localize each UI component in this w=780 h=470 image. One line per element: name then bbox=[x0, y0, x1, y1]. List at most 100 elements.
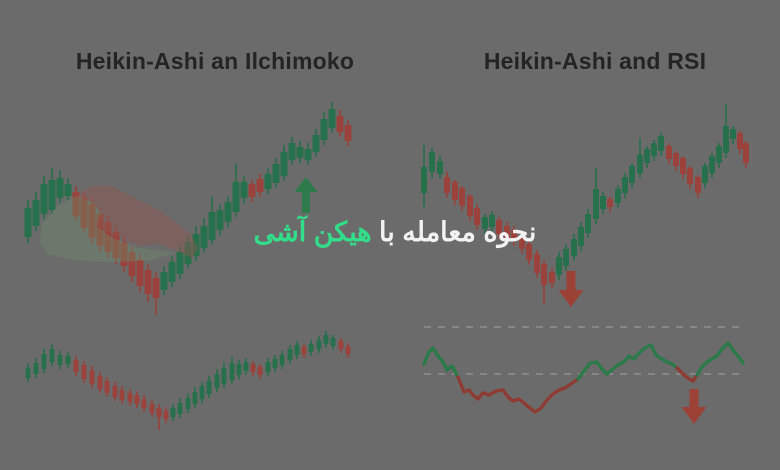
candle-down bbox=[496, 220, 502, 234]
candle-up bbox=[280, 152, 288, 176]
candle-up bbox=[323, 335, 329, 344]
candle-down bbox=[541, 264, 547, 285]
candle-up bbox=[206, 381, 212, 394]
rsi-line-up bbox=[576, 343, 679, 381]
candle-up bbox=[571, 239, 577, 256]
candle-up bbox=[622, 177, 628, 193]
plain-candlestick-strip-left bbox=[25, 331, 351, 430]
candle-up bbox=[49, 349, 55, 362]
sell-signal-arrow-icon bbox=[558, 271, 584, 307]
candle-up bbox=[651, 143, 657, 156]
caption: نحوه معامله با هیکن آشی bbox=[228, 216, 562, 250]
candle-down bbox=[104, 222, 112, 252]
candle-down bbox=[344, 125, 352, 141]
candle-up bbox=[265, 362, 271, 372]
candle-up bbox=[65, 356, 71, 364]
candle-down bbox=[504, 226, 510, 238]
candle-up bbox=[64, 184, 72, 196]
candle-up bbox=[304, 149, 312, 160]
candle-up bbox=[40, 184, 48, 214]
candle-down bbox=[459, 188, 465, 206]
heikin-ashi-ichimoku-chart bbox=[24, 102, 352, 315]
candle-up bbox=[170, 408, 176, 417]
candle-up bbox=[221, 368, 227, 384]
candle-up bbox=[199, 386, 205, 399]
candle-up bbox=[56, 178, 64, 198]
candle-up bbox=[600, 196, 606, 209]
candle-up bbox=[593, 189, 599, 219]
candle-down bbox=[607, 199, 613, 207]
candle-down bbox=[120, 242, 128, 266]
candle-up bbox=[296, 147, 304, 158]
candle-up bbox=[287, 349, 293, 360]
candle-down bbox=[88, 204, 96, 238]
candle-down bbox=[519, 236, 525, 249]
candle-up bbox=[489, 215, 495, 227]
candle-up bbox=[279, 355, 285, 365]
candle-up bbox=[320, 119, 328, 140]
candle-down bbox=[257, 367, 263, 375]
candle-down bbox=[248, 184, 256, 197]
candle-up bbox=[240, 182, 248, 198]
candle-up bbox=[25, 368, 31, 378]
candle-up bbox=[723, 126, 729, 153]
candle-down bbox=[301, 347, 307, 354]
candle-down bbox=[338, 341, 344, 349]
candle-up bbox=[615, 189, 621, 203]
candle-up bbox=[328, 109, 336, 128]
candle-up bbox=[482, 217, 488, 229]
candle-down bbox=[695, 177, 701, 193]
candle-down bbox=[474, 208, 480, 225]
candle-down bbox=[73, 360, 79, 372]
candle-up bbox=[316, 340, 322, 349]
candle-down bbox=[256, 179, 264, 192]
candle-down bbox=[345, 346, 351, 354]
candle-up bbox=[232, 182, 240, 212]
candle-up bbox=[216, 210, 224, 230]
candle-down bbox=[97, 376, 103, 389]
candle-down bbox=[452, 182, 458, 200]
candle-up bbox=[176, 252, 184, 274]
candle-down bbox=[467, 196, 473, 216]
left-chart-title: Heikin-Ashi an Ilchimoko bbox=[75, 48, 355, 74]
bullish-ichimoku-cloud bbox=[39, 195, 177, 263]
candle-down bbox=[250, 364, 256, 372]
candle-up bbox=[224, 202, 232, 222]
candle-up bbox=[421, 167, 427, 193]
candle-up bbox=[709, 156, 715, 173]
candle-up bbox=[160, 272, 168, 290]
caption-white-text: نحوه معامله با bbox=[371, 217, 537, 247]
candle-up bbox=[32, 200, 40, 226]
candle-up bbox=[272, 359, 278, 368]
candle-up bbox=[33, 363, 39, 374]
candle-up bbox=[200, 226, 208, 248]
candle-up bbox=[24, 208, 32, 237]
candle-up bbox=[57, 355, 63, 365]
rsi-line-down bbox=[675, 366, 699, 383]
buy-signal-arrow-icon bbox=[294, 177, 318, 213]
candle-down bbox=[737, 133, 743, 149]
bearish-ichimoku-cloud bbox=[74, 185, 199, 259]
candle-down bbox=[152, 278, 160, 298]
candle-up bbox=[629, 166, 635, 183]
rsi-line-up bbox=[422, 346, 460, 379]
candle-down bbox=[81, 365, 87, 379]
candle-down bbox=[526, 244, 532, 260]
candle-up bbox=[637, 155, 643, 173]
candle-up bbox=[192, 234, 200, 256]
candle-up bbox=[578, 227, 584, 246]
candle-down bbox=[511, 230, 517, 241]
heikin-ashi-rsi-chart bbox=[421, 104, 749, 307]
candle-up bbox=[177, 403, 183, 414]
rsi-line-up bbox=[695, 341, 745, 377]
candle-up bbox=[585, 214, 591, 233]
candle-down bbox=[534, 254, 540, 273]
candle-down bbox=[444, 177, 450, 193]
rsi-sell-signal-arrow-icon bbox=[681, 389, 707, 424]
candle-up bbox=[730, 129, 736, 139]
candle-down bbox=[112, 232, 120, 258]
candle-down bbox=[666, 146, 672, 159]
candle-down bbox=[336, 116, 344, 132]
